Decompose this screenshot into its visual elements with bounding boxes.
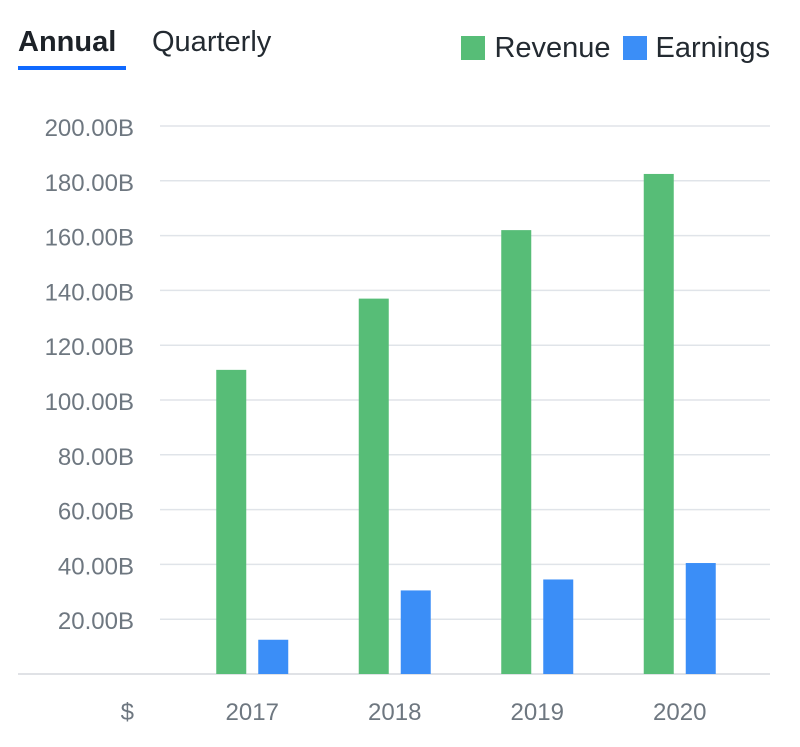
y-tick-label: 140.00B — [45, 279, 134, 306]
y-tick-label: 20.00B — [58, 608, 134, 635]
x-tick-label: 2017 — [226, 699, 279, 726]
y-tick-label: 120.00B — [45, 334, 134, 361]
active-tab-indicator — [18, 66, 126, 70]
y-tick-label: 100.00B — [45, 389, 134, 416]
legend-label-revenue: Revenue — [494, 31, 611, 64]
y-tick-label: 40.00B — [58, 553, 134, 580]
tab-quarterly[interactable]: Quarterly — [152, 26, 272, 58]
y-unit-label: $ — [121, 699, 134, 726]
earnings-bar-2018 — [400, 590, 431, 674]
x-tick-label: 2020 — [653, 699, 706, 726]
y-tick-label: 60.00B — [58, 499, 134, 526]
y-tick-label: 200.00B — [45, 115, 134, 142]
tab-annual[interactable]: Annual — [18, 26, 117, 58]
revenue-bar-2018 — [358, 298, 389, 674]
earnings-bar-2019 — [543, 579, 574, 674]
revenue-bar-2019 — [501, 230, 532, 674]
chart-legend: Revenue Earnings — [449, 30, 770, 66]
y-tick-label: 180.00B — [45, 170, 134, 197]
x-tick-label: 2018 — [368, 699, 421, 726]
x-tick-label: 2019 — [511, 699, 564, 726]
legend-swatch-revenue — [461, 36, 486, 60]
earnings-bar-2020 — [685, 563, 716, 674]
revenue-bar-2020 — [643, 173, 674, 674]
revenue-bar-2017 — [216, 369, 247, 674]
legend-swatch-earnings — [622, 36, 647, 60]
legend-item-earnings[interactable]: Earnings — [622, 31, 770, 65]
legend-item-revenue[interactable]: Revenue — [461, 31, 611, 65]
earnings-bar-2017 — [258, 639, 289, 674]
legend-label-earnings: Earnings — [655, 31, 770, 64]
y-tick-label: 80.00B — [58, 444, 134, 471]
y-tick-label: 160.00B — [45, 225, 134, 252]
